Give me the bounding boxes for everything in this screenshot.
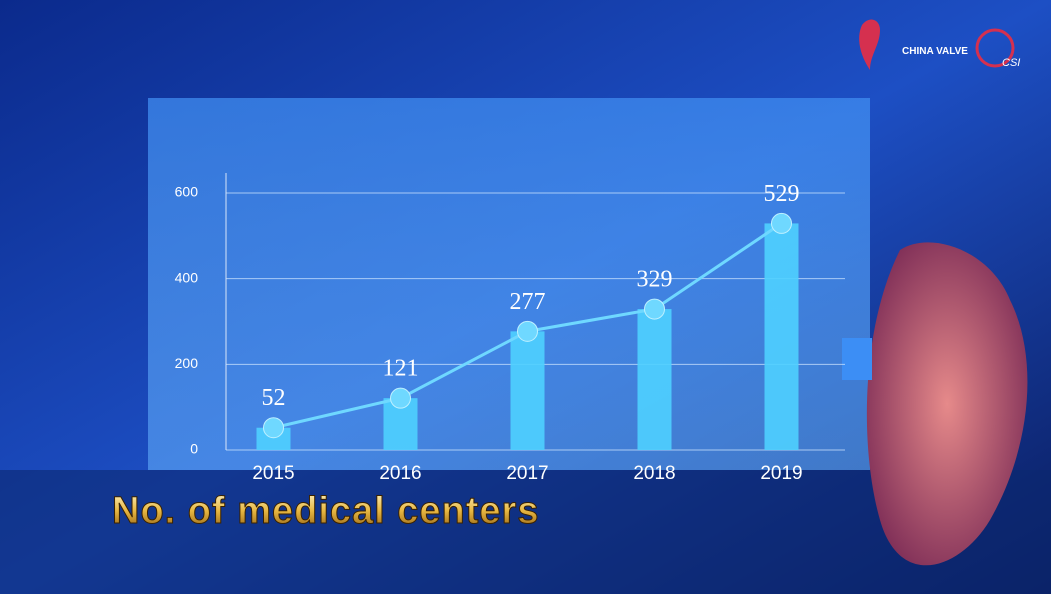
data-point	[517, 320, 538, 342]
logo-text: CHINA VALVE	[902, 46, 968, 57]
logo-mark	[859, 19, 880, 71]
logo-area: CHINA VALVE CSI	[859, 19, 1020, 71]
x-tick-label: 2015	[252, 463, 294, 484]
heart-illustration	[866, 242, 1028, 566]
decor-block	[842, 338, 872, 380]
data-label: 529	[764, 181, 800, 207]
x-tick-label: 2016	[379, 463, 421, 484]
plot: 0 200 400 600 2015 2016 2017 2018 2019 52 121 277 32…	[175, 173, 845, 484]
data-label: 121	[383, 356, 419, 382]
data-label: 277	[510, 289, 546, 315]
x-tick-label: 2019	[760, 463, 802, 484]
logo-mark	[975, 28, 1015, 68]
data-label: 52	[262, 385, 286, 411]
data-point	[771, 212, 792, 234]
y-tick-label: 0	[190, 441, 198, 457]
chart-title: No. of medical centers	[112, 490, 539, 532]
data-point	[263, 417, 284, 439]
logo-text: CSI	[1002, 57, 1020, 69]
data-label: 329	[637, 267, 673, 293]
data-point	[644, 298, 665, 320]
y-tick-label: 200	[175, 355, 199, 371]
y-tick-label: 600	[175, 184, 199, 200]
bar	[637, 309, 672, 450]
bar	[510, 331, 545, 450]
x-tick-label: 2018	[633, 463, 675, 484]
x-tick-label: 2017	[506, 463, 548, 484]
y-tick-label: 400	[175, 269, 199, 285]
data-point	[390, 387, 411, 409]
bar	[764, 223, 799, 450]
chart-panel	[148, 98, 870, 470]
